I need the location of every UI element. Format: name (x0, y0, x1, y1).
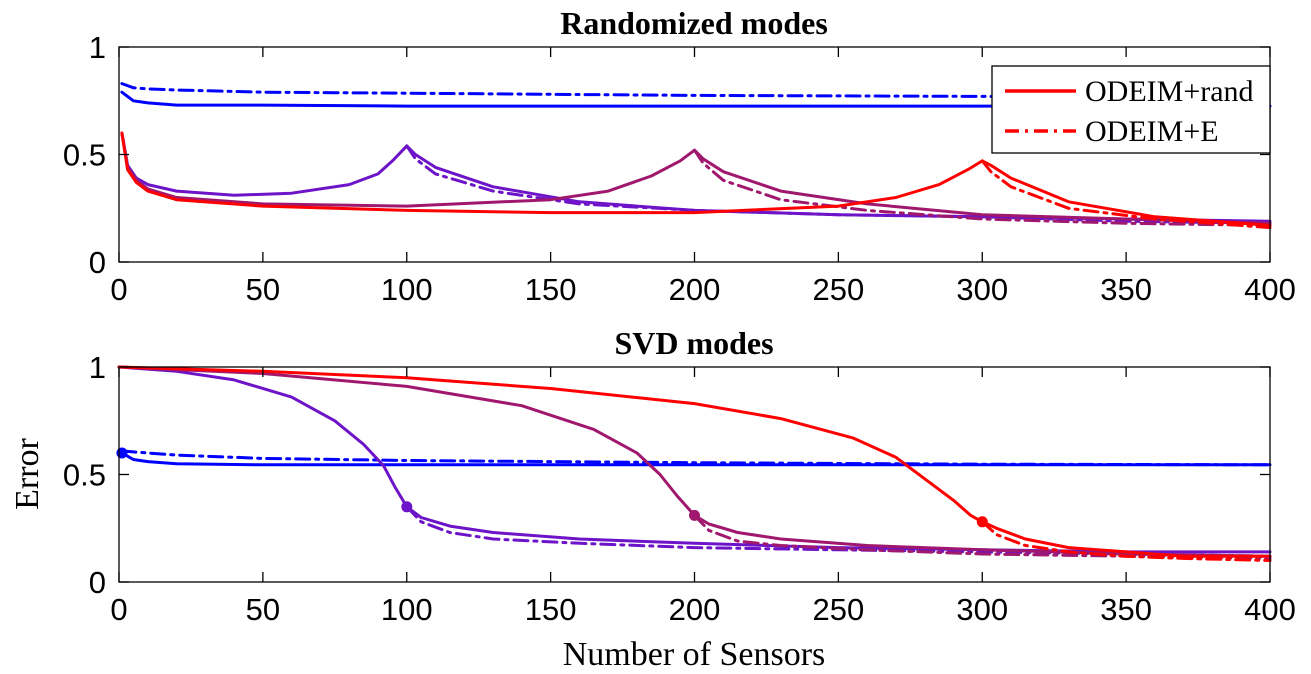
legend: ODEIM+rand ODEIM+E (991, 65, 1271, 154)
series-line (405, 144, 1272, 225)
x-tick-label: 50 (246, 592, 280, 627)
x-tick-label: 400 (1244, 592, 1296, 627)
series-line (120, 131, 1272, 227)
series-marker (976, 516, 988, 528)
series-line (120, 449, 1272, 467)
x-tick-label: 150 (525, 272, 577, 307)
legend-entry-odeim-e: ODEIM+E (1085, 115, 1219, 148)
y-tick-label: 1 (89, 30, 106, 65)
y-tick-label: 0.5 (63, 138, 106, 173)
x-tick-label: 0 (110, 592, 127, 627)
x-tick-label: 400 (1244, 272, 1296, 307)
plot-lines (116, 365, 1272, 562)
legend-entry-odeim-rand: ODEIM+rand (1085, 75, 1254, 108)
axis-ticks: 0 50 100 150 200 250 300 350 400 0 0.5 1 (63, 30, 1296, 307)
series-line (117, 365, 1272, 554)
x-tick-label: 300 (956, 272, 1008, 307)
plot-lines (120, 82, 1272, 230)
series-line (980, 520, 1272, 562)
series-line (980, 159, 1272, 230)
series-marker (116, 447, 128, 459)
x-tick-label: 100 (381, 272, 433, 307)
x-tick-label: 50 (246, 272, 280, 307)
x-axis-label: Number of Sensors (563, 636, 826, 673)
legend-box (991, 65, 1271, 154)
series-line (120, 82, 1272, 99)
series-line (405, 505, 1272, 558)
x-tick-label: 250 (813, 272, 865, 307)
y-tick-label: 1 (89, 350, 106, 385)
axis-ticks: 0 50 100 150 200 250 300 350 400 0 0.5 1 (63, 350, 1296, 627)
series-marker (401, 501, 413, 513)
x-tick-label: 350 (1100, 272, 1152, 307)
series-line (120, 90, 1272, 108)
x-tick-label: 250 (813, 592, 865, 627)
chart-title: SVD modes (614, 325, 773, 361)
y-axis-label: Error (9, 437, 46, 509)
series-marker (689, 509, 700, 521)
series-line (693, 148, 1272, 227)
x-tick-label: 300 (956, 592, 1008, 627)
panel-svd-modes: SVD modes 0 50 100 150 200 250 300 350 40000.51 … (9, 325, 1296, 673)
x-tick-label: 350 (1100, 592, 1152, 627)
y-tick-label: 0.5 (63, 458, 106, 493)
y-tick-label: 0 (89, 565, 106, 600)
series-line (120, 131, 1272, 225)
series-line (117, 365, 1272, 558)
x-tick-label: 200 (669, 272, 721, 307)
y-tick-label: 0 (89, 245, 106, 280)
series-line (117, 365, 1272, 558)
panel-randomized-modes: Randomized modes 0 50 100 150 200 250 300 350 40… (63, 5, 1296, 307)
x-tick-label: 200 (669, 592, 721, 627)
chart-title: Randomized modes (560, 5, 828, 41)
x-tick-label: 100 (381, 592, 433, 627)
series-line (120, 131, 1272, 223)
x-tick-label: 0 (110, 272, 127, 307)
x-tick-label: 150 (525, 592, 577, 627)
